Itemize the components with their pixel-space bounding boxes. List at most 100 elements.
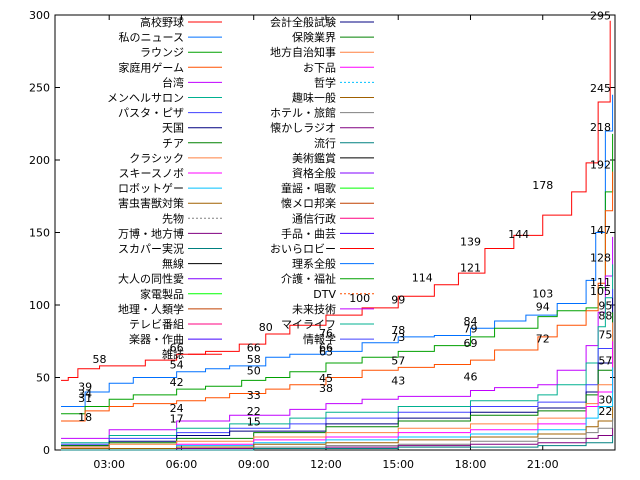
data-label-17: 24	[170, 402, 184, 415]
data-label-3: 54	[170, 359, 184, 372]
y-tick-label-5: 250	[29, 82, 50, 95]
data-label-32: 69	[463, 337, 477, 350]
series-line-9	[61, 322, 614, 448]
legend-col1-label-10: スキースノボ	[119, 167, 184, 180]
data-label-36: 103	[532, 288, 553, 301]
chart-series	[61, 20, 614, 451]
legend-col1-label-3: 家庭用ゲーム	[118, 60, 184, 74]
legend-col1-label-21: 楽器・作曲	[129, 333, 184, 346]
data-labels: 5866805466585042393431766663453833241718…	[78, 9, 612, 428]
legend-col2-label-13: 通信行政	[292, 211, 336, 225]
data-label-21: 15	[247, 415, 261, 428]
data-label-51: 30	[598, 394, 612, 407]
x-tick-label-0: 03:00	[93, 458, 125, 471]
y-tick-label-0: 0	[43, 444, 50, 457]
legend-col1-label-22: 雑誌	[162, 347, 184, 361]
data-label-0: 58	[93, 353, 107, 366]
data-label-33: 46	[463, 370, 477, 383]
series-line-11	[61, 367, 614, 450]
legend-col1-label-19: 地理・人類学	[118, 302, 184, 316]
x-tick-label-3: 12:00	[310, 458, 342, 471]
data-label-43: 147	[590, 224, 611, 237]
data-label-9: 34	[78, 388, 92, 401]
x-tick-label-5: 18:00	[455, 458, 487, 471]
data-label-25: 73	[391, 331, 405, 344]
data-label-6: 50	[247, 365, 261, 378]
series-line-3	[61, 171, 614, 422]
legend-col2-label-21: 情報学	[303, 332, 336, 346]
data-label-2: 80	[259, 321, 273, 334]
legend-col2-label-17: 介護・福祉	[281, 272, 336, 286]
legend-col1-label-1: 私のニュース	[119, 31, 184, 44]
data-label-7: 42	[170, 376, 184, 389]
data-label-50: 57	[598, 354, 612, 367]
legend-col2-label-2: 地方自治知事	[270, 45, 336, 59]
legend-col1-label-8: チア	[162, 137, 184, 150]
data-label-22: 43	[391, 375, 405, 388]
legend-col2-label-11: 童謡・唱歌	[281, 181, 336, 195]
data-label-46: 105	[590, 285, 611, 298]
legend-col1-label-20: テレビ番組	[129, 318, 184, 331]
legend-col2-label-7: 懐かしラジオ	[270, 121, 336, 135]
data-label-27: 114	[412, 272, 433, 285]
legend-col2-label-1: 保険業界	[292, 30, 336, 44]
data-label-30: 84	[463, 315, 477, 328]
data-label-42: 192	[590, 159, 611, 172]
data-label-13: 63	[319, 346, 333, 359]
legend-col2-label-5: 趣味一般	[292, 91, 336, 105]
x-tick-label-6: 21:00	[527, 458, 559, 471]
data-label-12: 66	[319, 341, 333, 354]
legend-col2-label-19: 未来技術	[292, 303, 336, 316]
data-label-35: 178	[532, 179, 553, 192]
data-label-1: 66	[170, 341, 184, 354]
data-label-31: 79	[463, 322, 477, 335]
legend-col2-label-16: 理系全般	[292, 257, 336, 271]
legend-col1-label-13: 先物	[162, 211, 184, 225]
legend-col1-label-9: クラシック	[129, 152, 184, 165]
legend-col2-label-20: マイライフ	[281, 318, 336, 331]
series-line-14	[61, 428, 614, 451]
series-line-2	[61, 133, 614, 415]
data-label-20: 22	[247, 405, 261, 418]
data-label-5: 58	[247, 353, 261, 366]
legend: 高校野球私のニュースラウンジ家庭用ゲーム台湾メンヘルサロンパスタ・ピザ天国チアク…	[107, 15, 374, 361]
data-label-19: 18	[78, 411, 92, 424]
legend-col1-label-18: 家電製品	[140, 287, 184, 301]
data-label-37: 94	[536, 301, 550, 314]
data-label-10: 31	[78, 392, 92, 405]
series-line-1	[61, 94, 614, 407]
legend-col2-label-15: おいらロビー	[270, 243, 336, 256]
legend-col1-label-7: 天国	[162, 122, 184, 135]
legend-col2-label-10: 資格全般	[292, 166, 336, 180]
data-label-52: 22	[598, 405, 612, 418]
legend-col1-label-2: ラウンジ	[140, 46, 184, 59]
data-label-28: 121	[460, 262, 481, 275]
legend-col2-label-0: 会計全般試験	[270, 15, 336, 29]
series-line-15	[61, 435, 614, 451]
data-label-24: 78	[391, 324, 405, 337]
legend-col2-label-12: 懐メロ邦楽	[281, 196, 336, 210]
y-tick-label-6: 300	[29, 9, 50, 22]
x-axis-ticks: 03:00 06:00 09:00 12:00 15:00 18:00 21:00	[93, 15, 559, 471]
y-tick-label-2: 100	[29, 299, 50, 312]
data-label-48: 88	[598, 309, 612, 322]
y-tick-label-3: 150	[29, 227, 50, 240]
data-label-14: 45	[319, 372, 333, 385]
data-label-47: 95	[598, 299, 612, 312]
legend-col1-label-0: 高校野球	[140, 15, 184, 29]
data-label-11: 76	[319, 327, 333, 340]
series-line-0	[61, 20, 611, 381]
x-tick-label-1: 06:00	[166, 458, 198, 471]
data-label-23: 57	[391, 354, 405, 367]
x-tick-label-4: 15:00	[382, 458, 414, 471]
legend-col2-label-18: DTV	[313, 288, 336, 301]
data-label-44: 128	[590, 251, 611, 264]
data-label-49: 75	[598, 328, 612, 341]
data-label-34: 144	[508, 228, 529, 241]
legend-col2-label-3: お下品	[303, 61, 336, 74]
data-label-40: 245	[590, 82, 611, 95]
series-line-12	[61, 406, 614, 450]
legend-col1-label-15: スカパー実況	[118, 242, 184, 256]
data-label-41: 218	[590, 121, 611, 134]
